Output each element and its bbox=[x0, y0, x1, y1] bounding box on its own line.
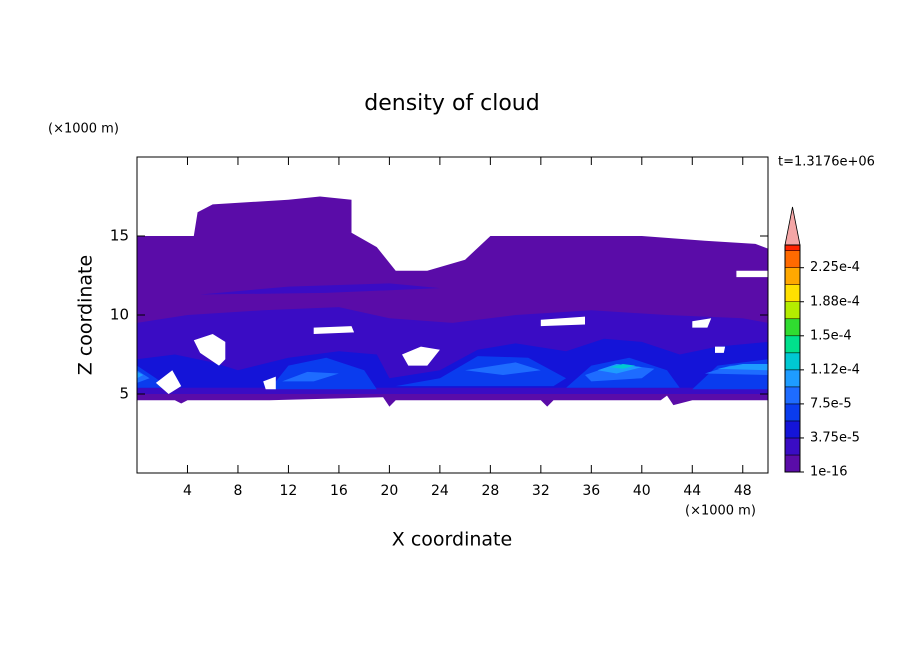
y-tick-label: 10 bbox=[110, 306, 129, 324]
x-tick-label: 24 bbox=[431, 483, 449, 499]
contour-region bbox=[137, 364, 768, 379]
colorbar-band bbox=[784, 403, 801, 422]
time-annotation: t=1.3176e+06 bbox=[778, 155, 875, 170]
y-tick-label: 5 bbox=[119, 385, 129, 403]
x-tick-label: 48 bbox=[734, 483, 752, 499]
colorbar-tick-label: 2.25e-4 bbox=[810, 260, 860, 275]
x-unit: (×1000 m) bbox=[685, 504, 756, 519]
x-tick-label: 32 bbox=[532, 483, 550, 499]
colorbar-band bbox=[784, 250, 801, 268]
colorbar-band bbox=[784, 437, 801, 456]
plot-area bbox=[137, 196, 768, 407]
colorbar-band bbox=[784, 335, 801, 354]
colorbar-tick-label: 1.12e-4 bbox=[810, 362, 860, 377]
colorbar-tick-label: 7.5e-5 bbox=[810, 396, 852, 411]
x-tick-label: 20 bbox=[380, 483, 398, 499]
y-tick-label: 15 bbox=[110, 227, 129, 245]
colorbar-band bbox=[784, 244, 801, 251]
y-unit: (×1000 m) bbox=[48, 122, 119, 137]
colorbar-tick-label: 1e-16 bbox=[810, 465, 848, 480]
colorbar-band bbox=[784, 352, 801, 371]
colorbar-band bbox=[784, 454, 801, 473]
contour-region bbox=[610, 364, 636, 369]
colorbar-band bbox=[784, 420, 801, 439]
colorbar-tick-label: 1.88e-4 bbox=[810, 294, 860, 309]
x-tick-label: 12 bbox=[280, 483, 298, 499]
colorbar-band bbox=[784, 284, 801, 303]
x-tick-label: 16 bbox=[330, 483, 348, 499]
colorbar-band bbox=[784, 386, 801, 405]
chart-title: density of cloud bbox=[364, 91, 539, 116]
x-tick-label: 44 bbox=[683, 483, 701, 499]
colorbar-frame bbox=[784, 244, 801, 473]
colorbar-tick-label: 3.75e-5 bbox=[810, 430, 860, 445]
x-axis-label: X coordinate bbox=[392, 529, 512, 551]
x-tick-label: 8 bbox=[233, 483, 242, 499]
colorbar-band bbox=[784, 318, 801, 337]
y-axis-label: Z coordinate bbox=[75, 255, 97, 375]
x-tick-label: 28 bbox=[481, 483, 499, 499]
colorbar-band bbox=[784, 267, 801, 285]
x-tick-label: 40 bbox=[633, 483, 651, 499]
x-tick-label: 36 bbox=[582, 483, 600, 499]
colorbar-band bbox=[784, 301, 801, 320]
colorbar-tick-label: 1.5e-4 bbox=[810, 328, 852, 343]
x-tick-label: 4 bbox=[183, 483, 192, 499]
colorbar-band bbox=[784, 369, 801, 388]
